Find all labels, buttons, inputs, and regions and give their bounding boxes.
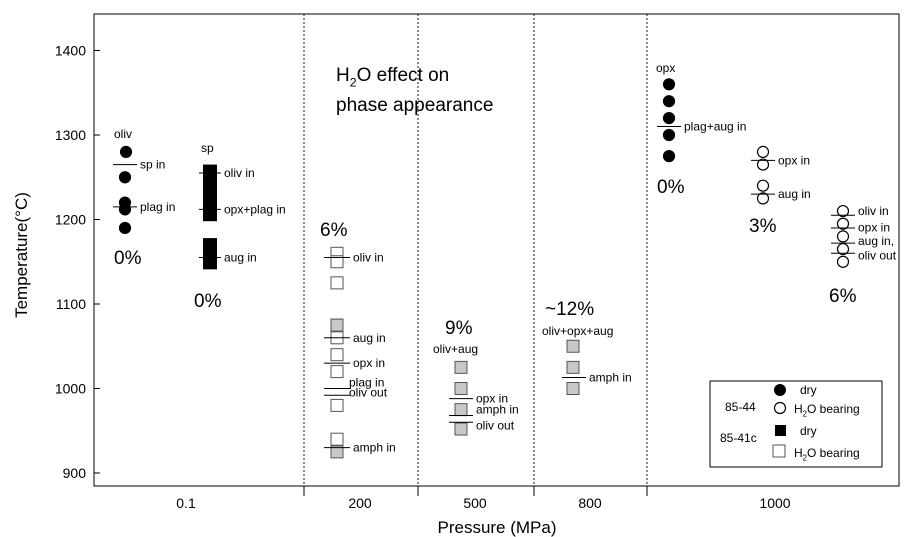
dry-square-point — [203, 238, 217, 270]
percentage-annotation: 0% — [657, 177, 685, 198]
hydrous-circle-point — [756, 145, 770, 158]
hydrous-circle-point — [756, 179, 770, 192]
percentage-annotation: 9% — [445, 318, 473, 339]
square-point — [330, 255, 344, 269]
phase-boundary-label: opx in — [353, 356, 385, 370]
legend-label: H2O bearing — [794, 446, 860, 463]
phase-boundary-label: oliv out — [349, 386, 388, 400]
y-tick-label: 900 — [63, 465, 87, 481]
chart-title-line2: phase appearance — [336, 95, 493, 116]
phase-boundary-label: aug in — [224, 251, 257, 265]
square-point — [330, 398, 344, 412]
hydrous-circle-point — [836, 230, 850, 243]
dry-circle-point — [662, 95, 676, 108]
percentage-annotation: 6% — [320, 220, 348, 241]
dry-circle-point — [662, 128, 676, 142]
x-tick-label: 800 — [578, 495, 602, 511]
phase-boundary-label: oliv in — [224, 166, 255, 180]
x-tick-label: 500 — [463, 495, 487, 511]
x-tick-label: 0.1 — [176, 495, 196, 511]
phase-boundary-label: amph in — [476, 403, 519, 417]
dry-circle-point — [118, 203, 132, 216]
square-point — [566, 360, 580, 374]
phase-boundary-label: oliv in — [353, 251, 384, 265]
hydrous-circle-point — [756, 158, 770, 171]
phase-boundary-label: aug in — [778, 187, 811, 201]
phase-boundary-label: oliv out — [858, 249, 897, 263]
dry-square-point — [203, 164, 217, 222]
square-point — [454, 403, 468, 417]
square-point — [330, 445, 344, 459]
phase-boundary-label: sp in — [140, 158, 165, 172]
phase-boundary-label: plag+aug in — [684, 120, 746, 134]
dry-circle-point — [118, 171, 132, 184]
square-point — [566, 339, 580, 353]
chart-title: H2O effect on — [336, 65, 449, 90]
phase-annotation: oliv+aug — [433, 342, 478, 356]
hydrous-circle-point — [836, 255, 850, 268]
legend-dry-square — [775, 425, 786, 436]
square-point — [330, 318, 344, 332]
hydrous-circle-point — [836, 217, 850, 230]
x-tick-label: 1000 — [759, 495, 790, 511]
y-axis-label: Temperature(°C) — [12, 192, 31, 318]
dry-circle-point — [118, 221, 132, 235]
phase-annotation: sp — [201, 141, 214, 155]
y-tick-label: 1300 — [55, 127, 86, 143]
legend-hydrous-circle — [773, 401, 787, 415]
phase-boundary-label: oliv out — [476, 418, 515, 432]
phase-boundary-label: aug in — [353, 331, 386, 345]
phase-boundary-label: opx in — [476, 392, 508, 406]
plot-frame — [93, 13, 900, 487]
square-point — [330, 432, 344, 446]
percentage-annotation: ~12% — [545, 299, 594, 320]
phase-boundary-label: opx in — [858, 220, 890, 234]
square-point — [566, 382, 580, 395]
phase-boundary-label: opx in — [778, 153, 810, 167]
y-tick-label: 1100 — [56, 296, 86, 312]
square-point — [454, 422, 468, 436]
legend-dry-circle — [774, 384, 786, 396]
legend-sample-label: 85-41c — [720, 431, 757, 445]
phase-boundary-label: plag in — [349, 376, 384, 390]
legend-hydrous-square — [772, 444, 786, 458]
legend-label: dry — [800, 383, 817, 397]
hydrous-circle-point — [756, 192, 770, 205]
phase-annotation: opx — [656, 61, 675, 75]
square-point — [330, 348, 344, 362]
phase-boundary-label: aug in, — [858, 234, 894, 248]
dry-circle-point — [662, 111, 676, 125]
x-tick-label: 200 — [348, 495, 372, 511]
percentage-annotation: 3% — [749, 216, 777, 237]
square-point — [330, 365, 344, 379]
square-point — [330, 276, 344, 290]
y-tick-label: 1400 — [55, 43, 86, 59]
phase-annotation: oliv — [114, 127, 132, 141]
phase-boundary-label: oliv in — [858, 204, 889, 218]
phase-boundary-label: amph in — [589, 371, 632, 385]
x-axis-label: Pressure (MPa) — [437, 518, 556, 537]
square-point — [454, 360, 468, 374]
legend-sample-label: 85-44 — [725, 400, 756, 414]
percentage-annotation: 0% — [194, 291, 222, 312]
phase-boundary-label: opx+plag in — [224, 202, 286, 216]
dry-circle-point — [119, 145, 133, 158]
legend-label: H2O bearing — [794, 402, 860, 419]
legend-label: dry — [800, 424, 817, 438]
hydrous-circle-point — [836, 204, 850, 218]
y-tick-label: 1200 — [55, 212, 86, 228]
percentage-annotation: 0% — [114, 248, 142, 269]
phase-annotation: oliv+opx+aug — [542, 324, 613, 338]
phase-boundary-label: amph in — [353, 441, 396, 455]
phase-boundary-label: plag in — [140, 200, 175, 214]
legend-box — [709, 380, 883, 468]
dry-circle-point — [662, 78, 676, 91]
y-tick-label: 1000 — [55, 381, 86, 397]
dry-circle-point — [662, 150, 676, 163]
square-point — [454, 382, 468, 395]
percentage-annotation: 6% — [829, 286, 857, 307]
